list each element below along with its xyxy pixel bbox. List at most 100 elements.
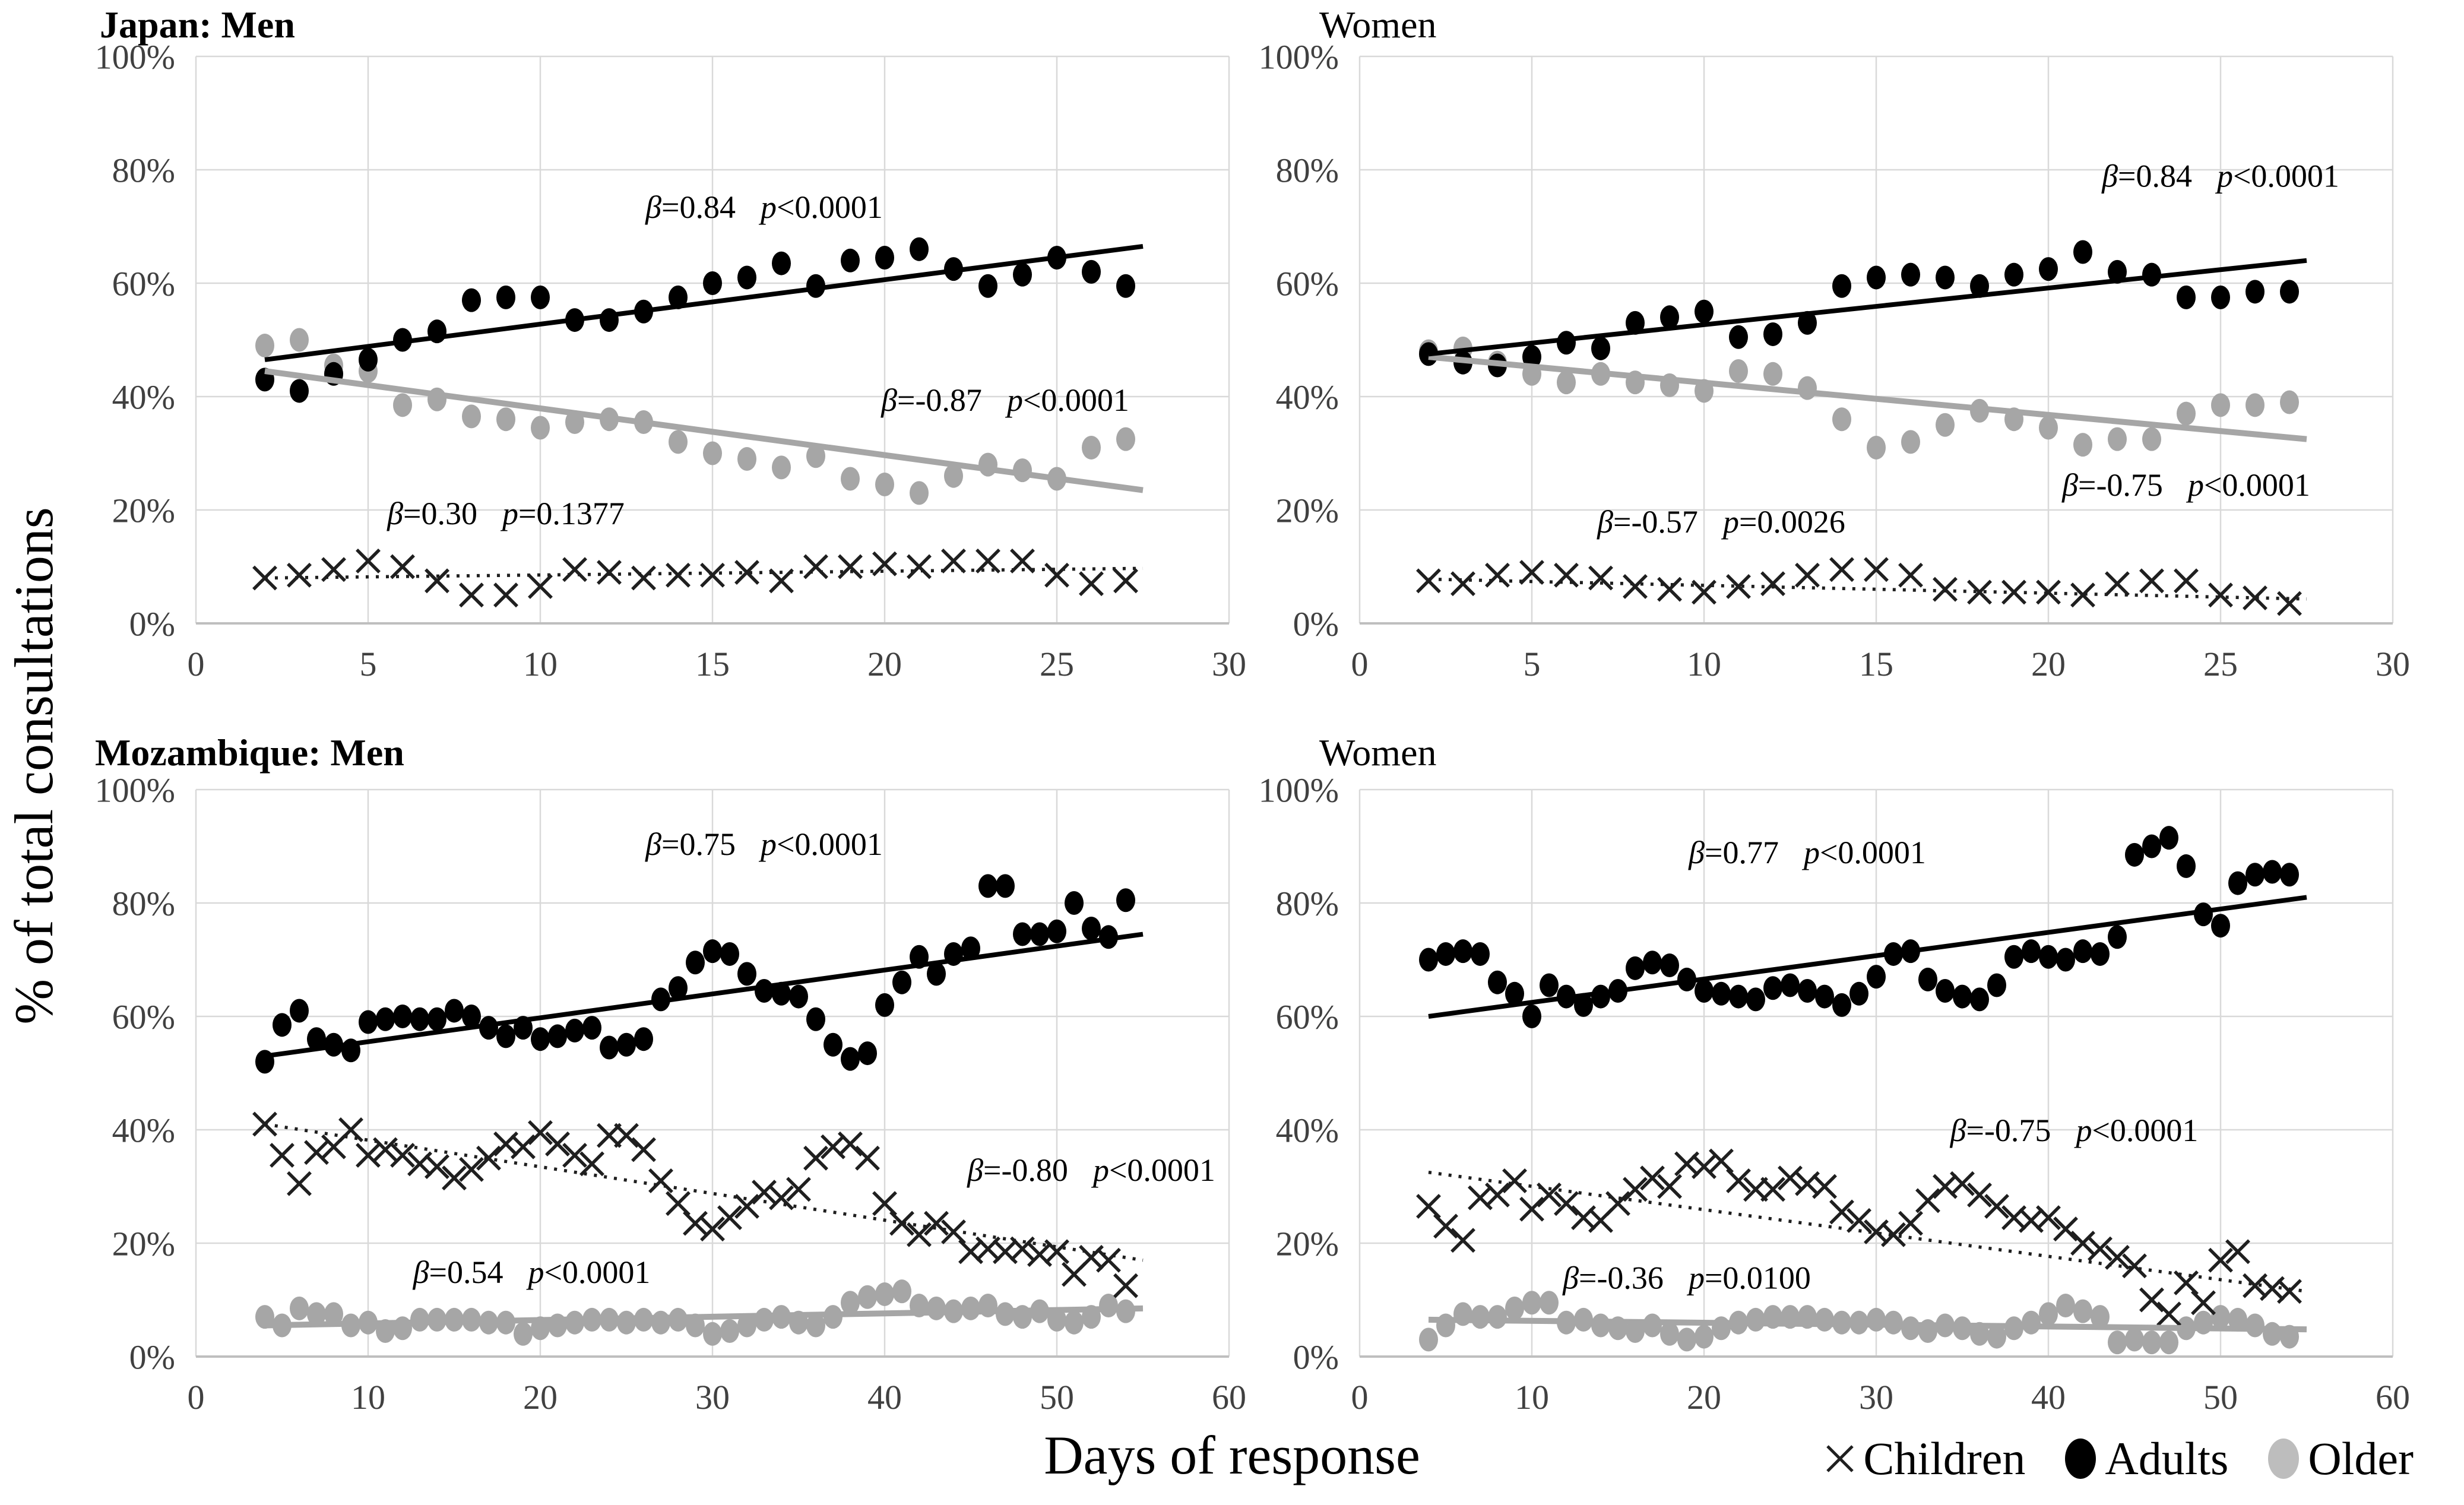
annotation-older: β=-0.75 p<0.0001 xyxy=(2061,467,2310,503)
legend-item-older: Older xyxy=(2265,1432,2414,1485)
y-axis-title: % of total consultations xyxy=(4,507,64,1025)
trendline-older xyxy=(1428,1316,2307,1333)
series-children-markers xyxy=(1416,557,2302,616)
x-tick-label: 60 xyxy=(2376,1378,2410,1417)
y-tick-label: 20% xyxy=(1276,1224,1339,1263)
y-tick-label: 80% xyxy=(1276,884,1339,923)
x-tick-label: 40 xyxy=(2031,1378,2066,1417)
legend-label-older: Older xyxy=(2308,1433,2414,1484)
tick-labels: 0% 20% 40% 60% 80% 100% 0 10 20 30 40 50 60 xyxy=(1259,771,2410,1417)
y-tick-label: 20% xyxy=(112,1224,175,1263)
y-tick-label: 60% xyxy=(112,997,175,1036)
x-tick-label: 20 xyxy=(523,1378,558,1417)
y-tick-label: 60% xyxy=(112,264,175,303)
annotation-children: β=-0.57 p=0.0026 xyxy=(1597,504,1845,540)
trendline-children xyxy=(1428,577,2307,601)
gridlines xyxy=(1358,55,2394,625)
series-adults-markers xyxy=(1419,240,2299,378)
annotation-adults: β=0.75 p<0.0001 xyxy=(645,826,883,862)
trendline-children xyxy=(1428,1170,2307,1293)
x-tick-label: 25 xyxy=(1040,645,1074,683)
panel-title-mozambique-men: Mozambique: Men xyxy=(95,731,404,774)
panel-japan-men-0: 0% 20% 40% 60% 80% 100% 0 5 10 15 20 25 30 β=-0.87 p<0… xyxy=(95,37,1246,683)
annotation-adults: β=0.77 p<0.0001 xyxy=(1688,835,1926,870)
series-adults-markers xyxy=(1419,826,2299,1028)
y-tick-label: 100% xyxy=(95,771,175,809)
panel-title-mozambique-women: Women xyxy=(1319,731,1437,774)
y-tick-label: 100% xyxy=(95,37,175,76)
x-tick-label: 40 xyxy=(867,1378,902,1417)
series-older-markers xyxy=(255,328,1135,505)
y-tick-label: 80% xyxy=(1276,151,1339,189)
y-tick-label: 40% xyxy=(112,378,175,416)
x-tick-label: 25 xyxy=(2203,645,2238,683)
y-tick-label: 60% xyxy=(1276,264,1339,303)
tick-labels: 0% 20% 40% 60% 80% 100% 0 5 10 15 20 25 30 xyxy=(1259,37,2410,683)
x-tick-label: 5 xyxy=(1524,645,1541,683)
trendline-adults xyxy=(1428,895,2307,1019)
legend-label-children: Children xyxy=(1863,1433,2026,1484)
tick-labels: 0% 20% 40% 60% 80% 100% 0 5 10 15 20 25 30 xyxy=(95,37,1246,683)
x-tick-label: 0 xyxy=(1351,645,1369,683)
x-tick-label: 15 xyxy=(1859,645,1893,683)
x-tick-label: 50 xyxy=(2203,1378,2238,1417)
x-tick-label: 30 xyxy=(695,1378,730,1417)
x-tick-label: 0 xyxy=(188,1378,205,1417)
x-tick-label: 60 xyxy=(1212,1378,1246,1417)
annotation-children: β=0.30 p=0.1377 xyxy=(387,496,625,531)
y-tick-label: 0% xyxy=(1293,1338,1339,1376)
trendline-children xyxy=(264,1122,1144,1262)
x-tick-label: 10 xyxy=(523,645,558,683)
y-tick-label: 100% xyxy=(1259,37,1339,76)
trendline-older xyxy=(264,1305,1144,1329)
trendline-older xyxy=(1428,354,2307,442)
legend-label-adults: Adults xyxy=(2105,1433,2229,1484)
x-tick-label: 20 xyxy=(1687,1378,1721,1417)
x-tick-label: 20 xyxy=(2031,645,2066,683)
legend-item-children: Children xyxy=(1823,1432,2025,1485)
y-tick-label: 40% xyxy=(112,1111,175,1149)
trendline-adults xyxy=(1428,258,2307,357)
series-adults-markers xyxy=(255,874,1135,1074)
series-children-markers xyxy=(252,549,1138,608)
annotation-children: β=-0.75 p<0.0001 xyxy=(1950,1113,2199,1148)
annotation-older: β=0.54 p<0.0001 xyxy=(413,1254,651,1290)
trendline-older xyxy=(264,368,1144,493)
x-tick-label: 20 xyxy=(867,645,902,683)
y-tick-label: 60% xyxy=(1276,997,1339,1036)
y-tick-label: 100% xyxy=(1259,771,1339,809)
gridlines xyxy=(195,55,1230,625)
y-tick-label: 20% xyxy=(112,491,175,530)
y-tick-label: 0% xyxy=(1293,604,1339,643)
legend-item-adults: Adults xyxy=(2062,1432,2228,1485)
y-tick-label: 40% xyxy=(1276,378,1339,416)
gridlines xyxy=(195,788,1230,1358)
x-tick-label: 30 xyxy=(1859,1378,1893,1417)
trendline-adults xyxy=(264,243,1144,362)
panel-women-1: 0% 20% 40% 60% 80% 100% 0 5 10 15 20 25 30 β=-0.75 p<0… xyxy=(1259,37,2410,683)
annotation-older: β=-0.87 p<0.0001 xyxy=(881,382,1129,418)
x-tick-label: 10 xyxy=(1687,645,1721,683)
children-x-icon xyxy=(1826,1445,1854,1472)
x-tick-label: 10 xyxy=(1515,1378,1549,1417)
x-tick-label: 50 xyxy=(1040,1378,1074,1417)
y-tick-label: 80% xyxy=(112,151,175,189)
y-tick-label: 0% xyxy=(129,1338,175,1376)
panel-women-3: 0% 20% 40% 60% 80% 100% 0 10 20 30 40 50 60 β=-0.36 p=… xyxy=(1259,771,2410,1417)
y-tick-label: 40% xyxy=(1276,1111,1339,1149)
x-tick-label: 10 xyxy=(351,1378,385,1417)
x-tick-label: 5 xyxy=(360,645,377,683)
panel-title-japan-women: Women xyxy=(1319,4,1437,46)
y-tick-label: 20% xyxy=(1276,491,1339,530)
adults-circle-icon xyxy=(2065,1439,2096,1479)
older-circle-icon xyxy=(2268,1439,2300,1479)
x-tick-label: 30 xyxy=(2376,645,2410,683)
annotation-children: β=-0.80 p<0.0001 xyxy=(967,1152,1215,1188)
x-tick-label: 0 xyxy=(1351,1378,1369,1417)
x-tick-label: 0 xyxy=(188,645,205,683)
annotation-adults: β=0.84 p<0.0001 xyxy=(645,189,883,225)
annotation-adults: β=0.84 p<0.0001 xyxy=(2101,159,2339,194)
panel-mozambique-men-2: 0% 20% 40% 60% 80% 100% 0 10 20 30 40 50 60 β=0.54 p<0… xyxy=(95,771,1246,1417)
tick-labels: 0% 20% 40% 60% 80% 100% 0 10 20 30 40 50 60 xyxy=(95,771,1246,1417)
